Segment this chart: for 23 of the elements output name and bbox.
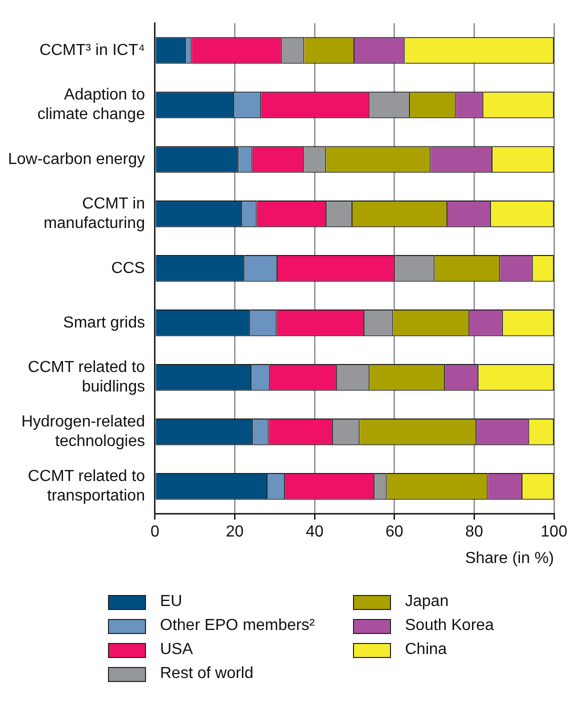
y-tick-label: Hydrogen-related technologies xyxy=(21,414,145,450)
y-tick-label: Low-carbon energy xyxy=(8,150,145,168)
y-tick-label: Adaption to climate change xyxy=(37,86,146,123)
y-tick-label: Smart grids xyxy=(63,314,145,332)
legend-label: Other EPO members² xyxy=(160,617,315,635)
legend-label: South Korea xyxy=(405,617,494,635)
legend-label: China xyxy=(405,641,447,659)
x-axis-title: Share (in %) xyxy=(465,550,554,567)
x-tick-label: 100 xyxy=(540,524,568,541)
x-tick-label: 80 xyxy=(465,524,484,541)
legend-label: EU xyxy=(160,593,182,611)
y-tick-label: CCMT³ in ICT⁴ xyxy=(39,42,146,59)
x-tick-label: 40 xyxy=(306,524,324,541)
legend-label: Japan xyxy=(405,593,449,611)
y-tick-label: CCMT in manufacturing xyxy=(44,196,145,232)
x-tick-label: 20 xyxy=(226,524,244,541)
legend-label: Rest of world xyxy=(160,665,254,683)
y-tick-label: CCMT related to buidlings xyxy=(28,359,146,396)
y-tick-label: CCMT related to transportation xyxy=(28,468,146,504)
x-tick-label: 60 xyxy=(385,524,404,541)
legend-label: USA xyxy=(160,641,193,659)
x-tick-label: 0 xyxy=(150,524,160,541)
y-tick-label: CCS xyxy=(111,260,145,277)
